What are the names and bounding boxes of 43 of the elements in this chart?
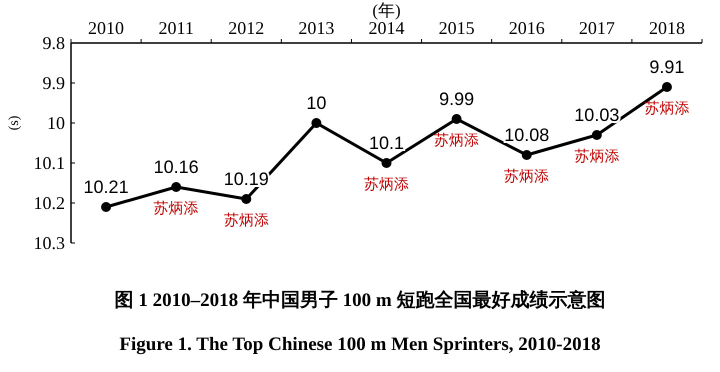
- y-tick-label: 10.1: [34, 153, 65, 173]
- annotation: 苏炳添: [154, 200, 199, 217]
- x-tick-label: 2014: [368, 18, 404, 38]
- point: [171, 182, 182, 192]
- x-tick-label: 2015: [438, 18, 475, 38]
- y-axis-title: (s): [7, 115, 22, 130]
- point: [101, 202, 112, 212]
- x-tick-label: 2010: [88, 18, 124, 38]
- data-label: 10.03: [574, 105, 620, 125]
- x-tick-label: 2017: [578, 18, 615, 38]
- annotation: 苏炳添: [504, 168, 550, 185]
- data-label: 10: [306, 93, 326, 113]
- data-label: 10.1: [368, 133, 404, 153]
- y-tick-label: 10.3: [34, 233, 65, 253]
- data-label: 10.16: [154, 157, 199, 177]
- x-tick-label: 2011: [158, 18, 194, 38]
- point: [241, 194, 252, 204]
- text: 图 1 2010–2018 年中国男子 100 m 短跑全国最好成绩示意图: [114, 289, 606, 311]
- y-tick-label: 9.8: [42, 33, 65, 53]
- y-tick-label: 9.9: [42, 73, 65, 93]
- x-axis-title: (年): [372, 1, 401, 20]
- point: [382, 158, 392, 168]
- annotation: 苏炳添: [434, 132, 480, 149]
- data-label: 10.08: [504, 125, 550, 145]
- annotation: 苏炳添: [224, 212, 269, 229]
- text: Figure 1. The Top Chinese 100 m Men Sprinters, 2010-2018: [119, 334, 601, 355]
- point: [311, 118, 322, 128]
- annotation: 苏炳添: [644, 100, 690, 117]
- y-tick-label: 10.2: [34, 193, 65, 213]
- annotation: 苏炳添: [364, 176, 409, 193]
- x-tick-label: 2018: [648, 18, 685, 38]
- x-tick-label: 2012: [228, 18, 264, 38]
- point: [592, 130, 602, 140]
- data-label: 9.99: [439, 89, 474, 109]
- x-tick-label: 2013: [298, 18, 334, 38]
- x-tick-label: 2016: [508, 18, 545, 38]
- data-label: 10.21: [84, 177, 129, 197]
- data-label: 9.91: [649, 57, 684, 77]
- point: [662, 82, 672, 92]
- point: [522, 150, 532, 160]
- y-tick-label: 10: [47, 113, 65, 133]
- point: [452, 114, 462, 124]
- annotation: 苏炳添: [574, 148, 620, 165]
